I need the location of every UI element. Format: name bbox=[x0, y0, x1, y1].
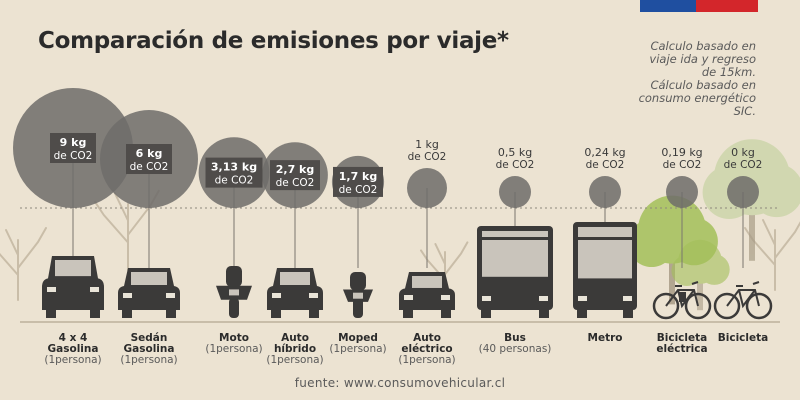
value-unit-label: de CO2 bbox=[724, 159, 763, 171]
value-label: 0,24 kg bbox=[584, 146, 625, 159]
electric-bicycle-icon bbox=[652, 281, 712, 320]
value-unit-label: de CO2 bbox=[339, 184, 378, 196]
note-line: Cálculo basado en bbox=[650, 78, 756, 92]
moped-icon bbox=[343, 272, 373, 318]
value-label: 3,13 kg bbox=[211, 161, 257, 174]
category-sublabel: (1persona) bbox=[205, 343, 262, 355]
value-label: 1 kg bbox=[415, 138, 439, 151]
category-sublabel: (1persona) bbox=[120, 354, 177, 366]
sedan-icon bbox=[118, 268, 180, 318]
electric-car-icon bbox=[399, 272, 455, 318]
source-credit: fuente: www.consumovehicular.cl bbox=[294, 376, 506, 390]
bare-tree-icon bbox=[744, 219, 800, 291]
value-unit-label: de CO2 bbox=[130, 161, 169, 173]
value-label-box bbox=[50, 133, 96, 163]
value-label: 0 kg bbox=[731, 146, 755, 159]
emission-bubble bbox=[407, 168, 447, 208]
note-line: de 15km. bbox=[701, 65, 756, 79]
bicycle-icon bbox=[713, 281, 773, 320]
category-label: híbrido bbox=[274, 343, 316, 355]
note-line: viaje ida y regreso bbox=[649, 52, 756, 66]
metro-icon bbox=[573, 222, 637, 318]
emission-bubble bbox=[727, 176, 759, 208]
value-label: 0,5 kg bbox=[498, 146, 532, 159]
category-label: Gasolina bbox=[48, 343, 99, 355]
category-label: Moped bbox=[338, 332, 378, 344]
category-label: Auto bbox=[413, 332, 441, 344]
bare-tree-icon bbox=[0, 227, 47, 301]
bus-icon bbox=[477, 226, 553, 318]
bare-tree-icon bbox=[94, 189, 160, 271]
value-label-box bbox=[270, 160, 320, 191]
value-label: 6 kg bbox=[136, 147, 163, 160]
note-line: consumo energético bbox=[638, 91, 756, 105]
green-tree-icon bbox=[671, 239, 730, 311]
category-sublabel: (40 personas) bbox=[479, 343, 552, 355]
background-trees bbox=[0, 139, 800, 311]
category-sublabel: (1persona) bbox=[44, 354, 101, 366]
calculation-note: Calculo basado en viaje ida y regreso de… bbox=[596, 40, 756, 118]
value-unit-label: de CO2 bbox=[215, 175, 254, 187]
value-label-box bbox=[126, 144, 172, 175]
category-sublabel: (1persona) bbox=[398, 354, 455, 366]
value-unit-label: de CO2 bbox=[663, 159, 702, 171]
chart-title: Comparación de emisiones por viaje* bbox=[38, 28, 509, 54]
value-label-box bbox=[333, 166, 383, 197]
category-label: Bicicleta bbox=[718, 332, 768, 344]
category-label: 4 x 4 bbox=[59, 332, 88, 344]
value-label: 0,19 kg bbox=[661, 146, 702, 159]
category-sublabel: (1persona) bbox=[266, 354, 323, 366]
category-label: eléctrico bbox=[401, 343, 452, 355]
category-label: Bicicleta bbox=[657, 332, 707, 344]
category-label: Gasolina bbox=[124, 343, 175, 355]
category-label: Bus bbox=[504, 332, 526, 344]
emission-bubble bbox=[666, 176, 698, 208]
category-label: eléctrica bbox=[656, 343, 707, 355]
category-sublabel: (1persona) bbox=[329, 343, 386, 355]
motorcycle-icon bbox=[216, 266, 252, 318]
value-unit-label: de CO2 bbox=[276, 177, 315, 189]
value-unit-label: de CO2 bbox=[586, 159, 625, 171]
value-label: 9 kg bbox=[60, 136, 87, 149]
value-label-box bbox=[205, 157, 263, 188]
emission-bubble bbox=[499, 176, 531, 208]
category-label: Moto bbox=[219, 332, 249, 344]
value-unit-label: de CO2 bbox=[54, 150, 93, 162]
value-label: 2,7 kg bbox=[276, 163, 315, 176]
category-label: Sedán bbox=[131, 332, 168, 344]
hybrid-car-icon bbox=[267, 268, 323, 318]
note-line: SIC. bbox=[733, 104, 756, 118]
chile-flag-icon bbox=[640, 0, 758, 12]
value-unit-label: de CO2 bbox=[408, 151, 447, 163]
suv-icon bbox=[42, 256, 104, 318]
emission-bubble bbox=[589, 176, 621, 208]
category-label: Auto bbox=[281, 332, 309, 344]
value-label: 1,7 kg bbox=[339, 170, 378, 183]
category-label: Metro bbox=[588, 332, 623, 344]
value-unit-label: de CO2 bbox=[496, 159, 535, 171]
note-line: Calculo basado en bbox=[650, 39, 756, 53]
